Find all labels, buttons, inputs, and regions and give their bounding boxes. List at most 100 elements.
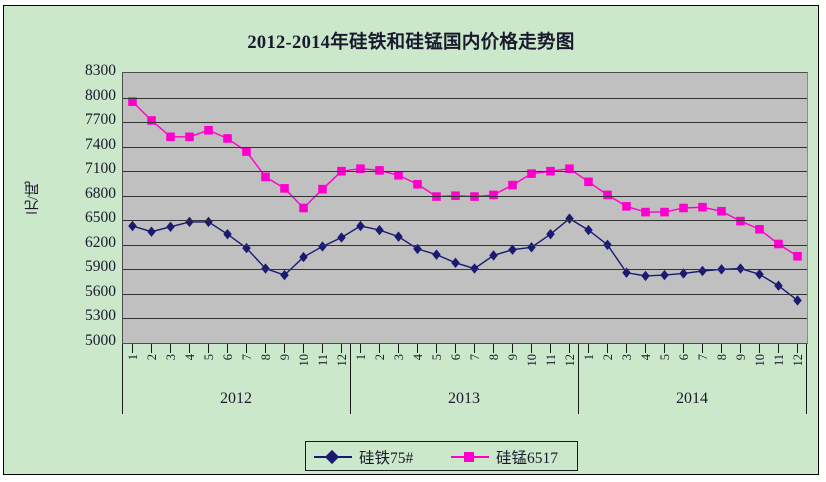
data-point — [375, 224, 384, 236]
y-axis-tick-labels: 8300 8000 7700 7400 7100 6800 6500 6200 5900 5600… — [52, 62, 116, 349]
data-point — [261, 172, 270, 182]
year-label: 2012 — [220, 390, 252, 407]
x-tick-label: 6 — [220, 354, 235, 361]
data-point — [166, 221, 175, 233]
x-tick-label: 9 — [277, 354, 292, 361]
x-tick-label: 1 — [353, 354, 368, 361]
data-point — [622, 267, 631, 278]
x-tick-mark — [283, 344, 285, 353]
x-tick-mark — [492, 344, 494, 353]
x-tick-mark — [302, 344, 304, 353]
x-tick-label: 12 — [334, 354, 349, 367]
data-point — [394, 170, 403, 180]
x-tick-mark — [530, 344, 532, 353]
x-tick-label: 11 — [771, 354, 786, 367]
x-tick-label: 4 — [410, 354, 425, 361]
x-tick-label: 1 — [125, 354, 140, 361]
legend-label: 硅铁75# — [359, 450, 414, 467]
series-line — [132, 101, 798, 257]
x-tick-label: 3 — [391, 354, 406, 361]
x-tick-mark — [796, 344, 798, 353]
data-point — [793, 295, 802, 306]
x-tick-label: 9 — [505, 354, 520, 361]
data-point — [147, 226, 156, 237]
legend-item-1[interactable]: 硅铁75# — [314, 446, 413, 468]
data-point — [413, 243, 422, 255]
year-separator — [578, 344, 579, 414]
data-point — [128, 220, 137, 232]
series-line — [132, 217, 798, 302]
x-tick-label: 5 — [657, 354, 672, 361]
chart-title: 2012-2014年硅铁和硅锰国内价格走势图 — [247, 33, 575, 53]
y-tick-label: 5000 — [85, 332, 116, 349]
data-point — [337, 232, 346, 243]
y-tick-label: 7400 — [85, 135, 116, 153]
x-tick-label: 3 — [163, 354, 178, 361]
x-tick-mark — [321, 344, 323, 353]
x-tick-label: 2 — [144, 354, 159, 361]
year-separator — [122, 344, 123, 414]
gridline — [123, 97, 807, 99]
x-tick-mark — [359, 344, 361, 353]
x-tick-mark — [682, 344, 684, 353]
x-tick-label: 7 — [467, 354, 482, 361]
x-tick-mark — [644, 344, 646, 353]
gridline — [123, 269, 807, 271]
data-point — [204, 216, 213, 228]
x-tick-label: 6 — [676, 354, 691, 361]
x-tick-label: 2 — [600, 354, 615, 361]
y-tick-label: 5300 — [85, 307, 116, 325]
x-tick-mark — [207, 344, 209, 353]
x-tick-mark — [169, 344, 171, 353]
data-point — [413, 179, 422, 189]
data-point — [774, 239, 783, 249]
x-tick-mark — [188, 344, 190, 353]
year-label: 2014 — [676, 390, 708, 407]
year-label: 2013 — [448, 390, 480, 407]
x-tick-mark — [397, 344, 399, 353]
y-tick-label: 6200 — [85, 233, 116, 251]
x-tick-mark — [625, 344, 627, 353]
x-tick-label: 7 — [239, 354, 254, 361]
x-tick-label: 4 — [182, 354, 197, 361]
x-tick-mark — [720, 344, 722, 353]
y-tick-label: 8000 — [85, 86, 116, 104]
data-point — [679, 203, 688, 213]
data-point — [489, 250, 498, 261]
gridline — [123, 220, 807, 222]
x-tick-label: 8 — [258, 354, 273, 361]
data-point — [679, 268, 688, 279]
data-point — [660, 269, 669, 281]
x-tick-label: 5 — [429, 354, 444, 361]
y-tick-label: 5600 — [85, 282, 116, 300]
x-tick-label: 11 — [315, 354, 330, 367]
x-tick-label: 12 — [562, 354, 577, 367]
data-point — [375, 166, 384, 175]
data-point — [565, 164, 574, 174]
data-point — [299, 203, 308, 213]
data-point — [755, 224, 764, 234]
x-tick-mark — [416, 344, 418, 353]
legend-diamond-icon — [324, 449, 340, 465]
data-point — [394, 231, 403, 242]
x-tick-mark — [454, 344, 456, 353]
x-tick-mark — [758, 344, 760, 353]
data-point — [223, 134, 232, 143]
legend-line — [314, 449, 352, 465]
y-tick-label: 8300 — [85, 62, 116, 79]
data-point — [204, 125, 213, 135]
data-point — [698, 265, 707, 277]
x-tick-mark — [264, 344, 266, 353]
gridline — [123, 146, 807, 148]
x-tick-mark — [226, 344, 228, 353]
legend-item-2[interactable]: 硅锰6517 — [451, 446, 558, 468]
x-tick-label: 9 — [733, 354, 748, 361]
legend-square-icon — [464, 452, 474, 462]
y-tick-label: 7700 — [85, 111, 116, 129]
gridline — [123, 293, 807, 295]
gridline — [123, 171, 807, 173]
gridline — [123, 122, 807, 124]
data-point — [299, 251, 308, 263]
x-tick-mark — [511, 344, 513, 353]
x-tick-mark — [777, 344, 779, 353]
